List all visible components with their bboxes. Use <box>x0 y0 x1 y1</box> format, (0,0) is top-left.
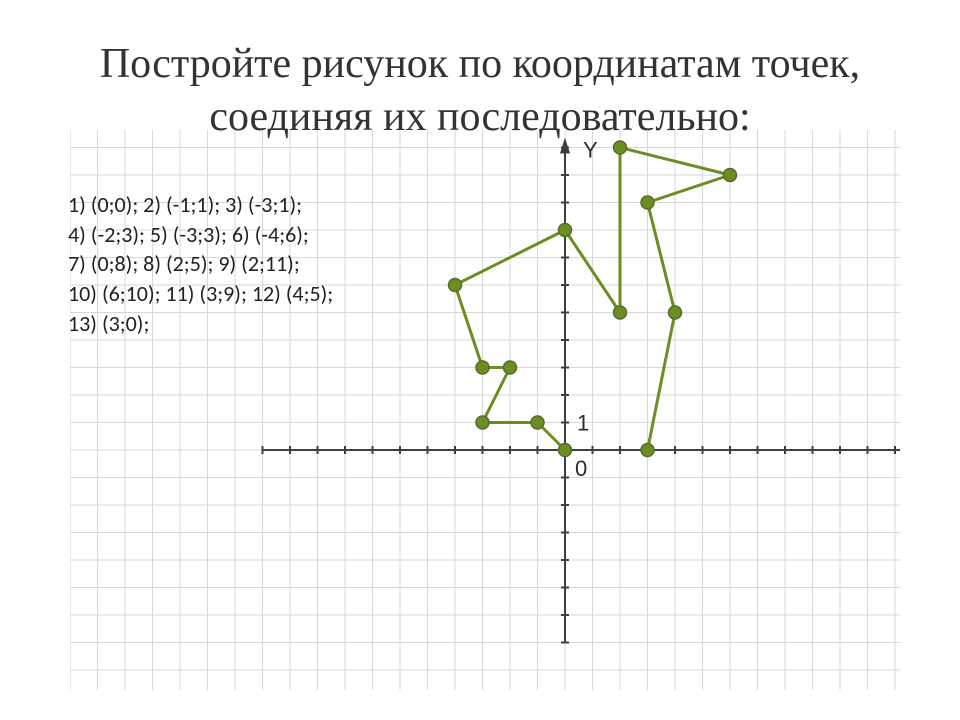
page-title: Постройте рисунок по координатам точек, … <box>100 41 860 140</box>
coord-line: 7) (0;8); 8) (2;5); 9) (2;11); <box>68 249 333 279</box>
coordinate-list: 1) (0;0); 2) (-1;1); 3) (-3;1); 4) (-2;3… <box>68 190 333 338</box>
slide: Постройте рисунок по координатам точек, … <box>0 0 960 720</box>
coord-line: 13) (3;0); <box>68 309 333 339</box>
coord-line: 4) (-2;3); 5) (-3;3); 6) (-4;6); <box>68 220 333 250</box>
coord-line: 10) (6;10); 11) (3;9); 12) (4;5); <box>68 279 333 309</box>
svg-text:1: 1 <box>577 411 589 436</box>
svg-text:0: 0 <box>575 456 587 481</box>
svg-text:Y: Y <box>583 138 598 163</box>
coord-line: 1) (0;0); 2) (-1;1); 3) (-3;1); <box>68 190 333 220</box>
